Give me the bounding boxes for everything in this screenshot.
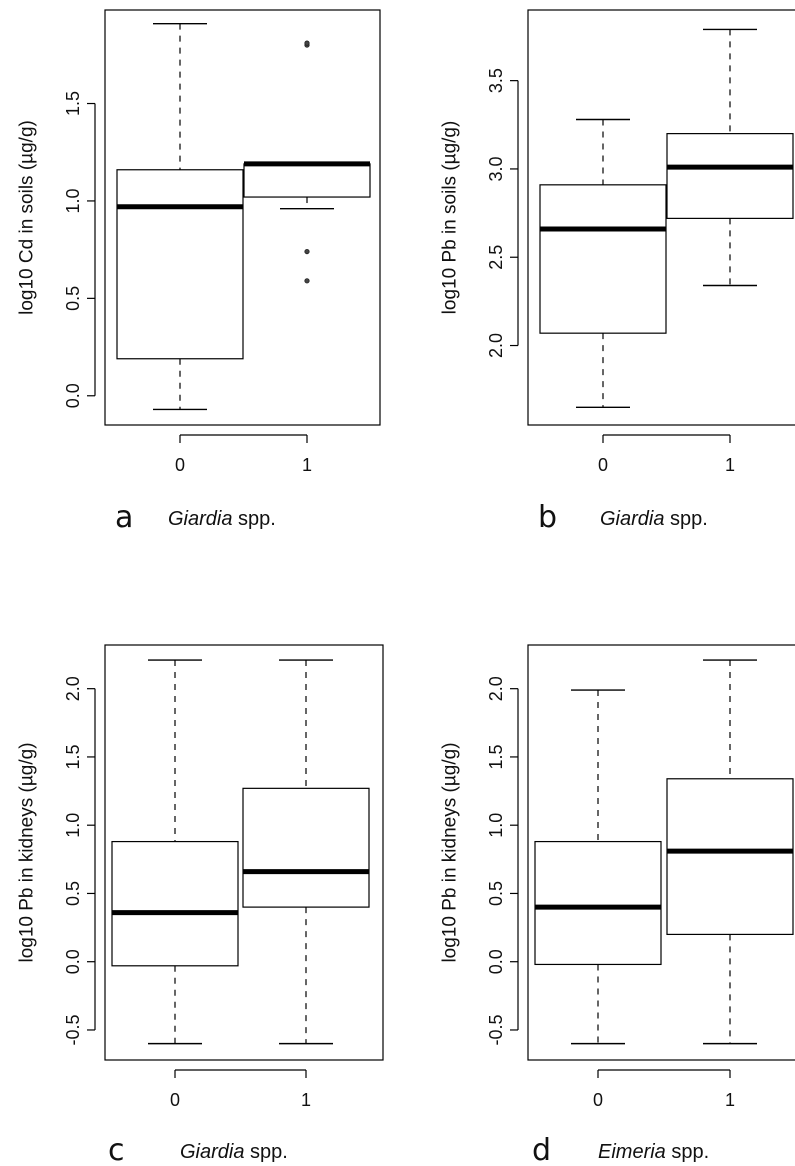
x-tick-label: 1: [725, 455, 735, 475]
panel-d: -0.5 0.0 0.5 1.0 1.5 2.0 log10 Pb in kidneys (…: [440, 644, 795, 1166]
y-tick-label: 1.0: [63, 813, 83, 838]
box-group-1: [666, 28, 794, 287]
y-axis-label: log10 Pb in kidneys (µg/g): [440, 742, 461, 962]
x-axis-label-genus: Giardia: [168, 508, 232, 530]
x-axis-label: Giardia spp.: [168, 508, 276, 530]
y-tick-label: 1.5: [63, 91, 83, 116]
y-tick-label: 2.0: [486, 333, 506, 358]
y-tick-label: 3.0: [486, 156, 506, 181]
x-axis-label: Eimeria spp.: [598, 1141, 709, 1163]
y-tick-label: 0.5: [486, 881, 506, 906]
panel-letter: a: [115, 500, 133, 535]
x-tick-label: 0: [170, 1090, 180, 1110]
iqr-box: [111, 840, 239, 967]
x-axis-label-suffix: spp.: [666, 1141, 709, 1163]
outlier-point: [304, 40, 310, 46]
box-group-0: [111, 659, 239, 1045]
y-tick-label: 1.0: [63, 188, 83, 213]
panel-letter: b: [538, 500, 557, 535]
iqr-box: [243, 163, 371, 198]
y-tick-label: 1.5: [486, 744, 506, 769]
panel-letter: d: [532, 1133, 551, 1166]
plot-frame: [104, 644, 384, 1061]
panel-b: 2.0 2.5 3.0 3.5 log10 Pb in soils (µg/g) 0 1 b G…: [440, 9, 795, 535]
panel-c: -0.5 0.0 0.5 1.0 1.5 2.0 log10 Pb in kidneys (…: [17, 644, 384, 1166]
y-tick-label: 2.0: [63, 676, 83, 701]
x-tick-label: 0: [598, 455, 608, 475]
x-axis-label-genus: Giardia: [180, 1141, 244, 1163]
x-axis-label-suffix: spp.: [232, 508, 275, 530]
y-tick-label: -0.5: [63, 1014, 83, 1045]
x-axis-label: Giardia spp.: [180, 1141, 288, 1163]
x-axis-label-suffix: spp.: [244, 1141, 287, 1163]
x-axis-label-genus: Giardia: [600, 508, 664, 530]
y-tick-label: 2.0: [486, 676, 506, 701]
y-tick-label: 1.0: [486, 813, 506, 838]
x-axis-label: Giardia spp.: [600, 508, 708, 530]
x-tick-label: 0: [175, 455, 185, 475]
panel-a: 0.0 0.5 1.0 1.5 log10 Cd in soils (µg/g) 0 1 a G…: [17, 9, 381, 535]
y-tick-label: 0.5: [63, 286, 83, 311]
iqr-box: [116, 169, 244, 360]
x-tick-label: 1: [725, 1090, 735, 1110]
plot-frame: [527, 644, 795, 1061]
x-tick-label: 1: [302, 455, 312, 475]
panel-letter: c: [108, 1133, 125, 1166]
box-group-0: [534, 689, 662, 1045]
outlier-point: [304, 248, 310, 255]
box-group-1: [243, 40, 371, 284]
x-axis-label-suffix: spp.: [664, 508, 707, 530]
plot-frame: [104, 9, 381, 426]
iqr-box: [539, 184, 667, 334]
plot-frame: [527, 9, 795, 426]
y-tick-label: 0.0: [63, 949, 83, 974]
y-axis-label: log10 Pb in soils (µg/g): [440, 121, 461, 315]
y-tick-label: 3.5: [486, 68, 506, 93]
iqr-box: [534, 840, 662, 966]
y-tick-label: 2.5: [486, 245, 506, 270]
box-group-1: [666, 659, 794, 1045]
x-tick-label: 1: [301, 1090, 311, 1110]
y-tick-label: 0.0: [486, 949, 506, 974]
y-tick-label: 0.0: [63, 383, 83, 408]
iqr-box: [242, 787, 370, 908]
box-group-0: [539, 118, 667, 409]
y-axis-label: log10 Pb in kidneys (µg/g): [17, 742, 38, 962]
y-tick-label: 0.5: [63, 881, 83, 906]
box-group-0: [116, 22, 244, 411]
y-tick-label: 1.5: [63, 744, 83, 769]
box-group-1: [242, 659, 370, 1045]
iqr-box: [666, 133, 794, 219]
x-axis-label-genus: Eimeria: [598, 1141, 666, 1163]
x-tick-label: 0: [593, 1090, 603, 1110]
y-tick-label: -0.5: [486, 1014, 506, 1045]
iqr-box: [666, 778, 794, 936]
outlier-point: [304, 278, 310, 284]
y-axis-label: log10 Cd in soils (µg/g): [17, 120, 38, 315]
